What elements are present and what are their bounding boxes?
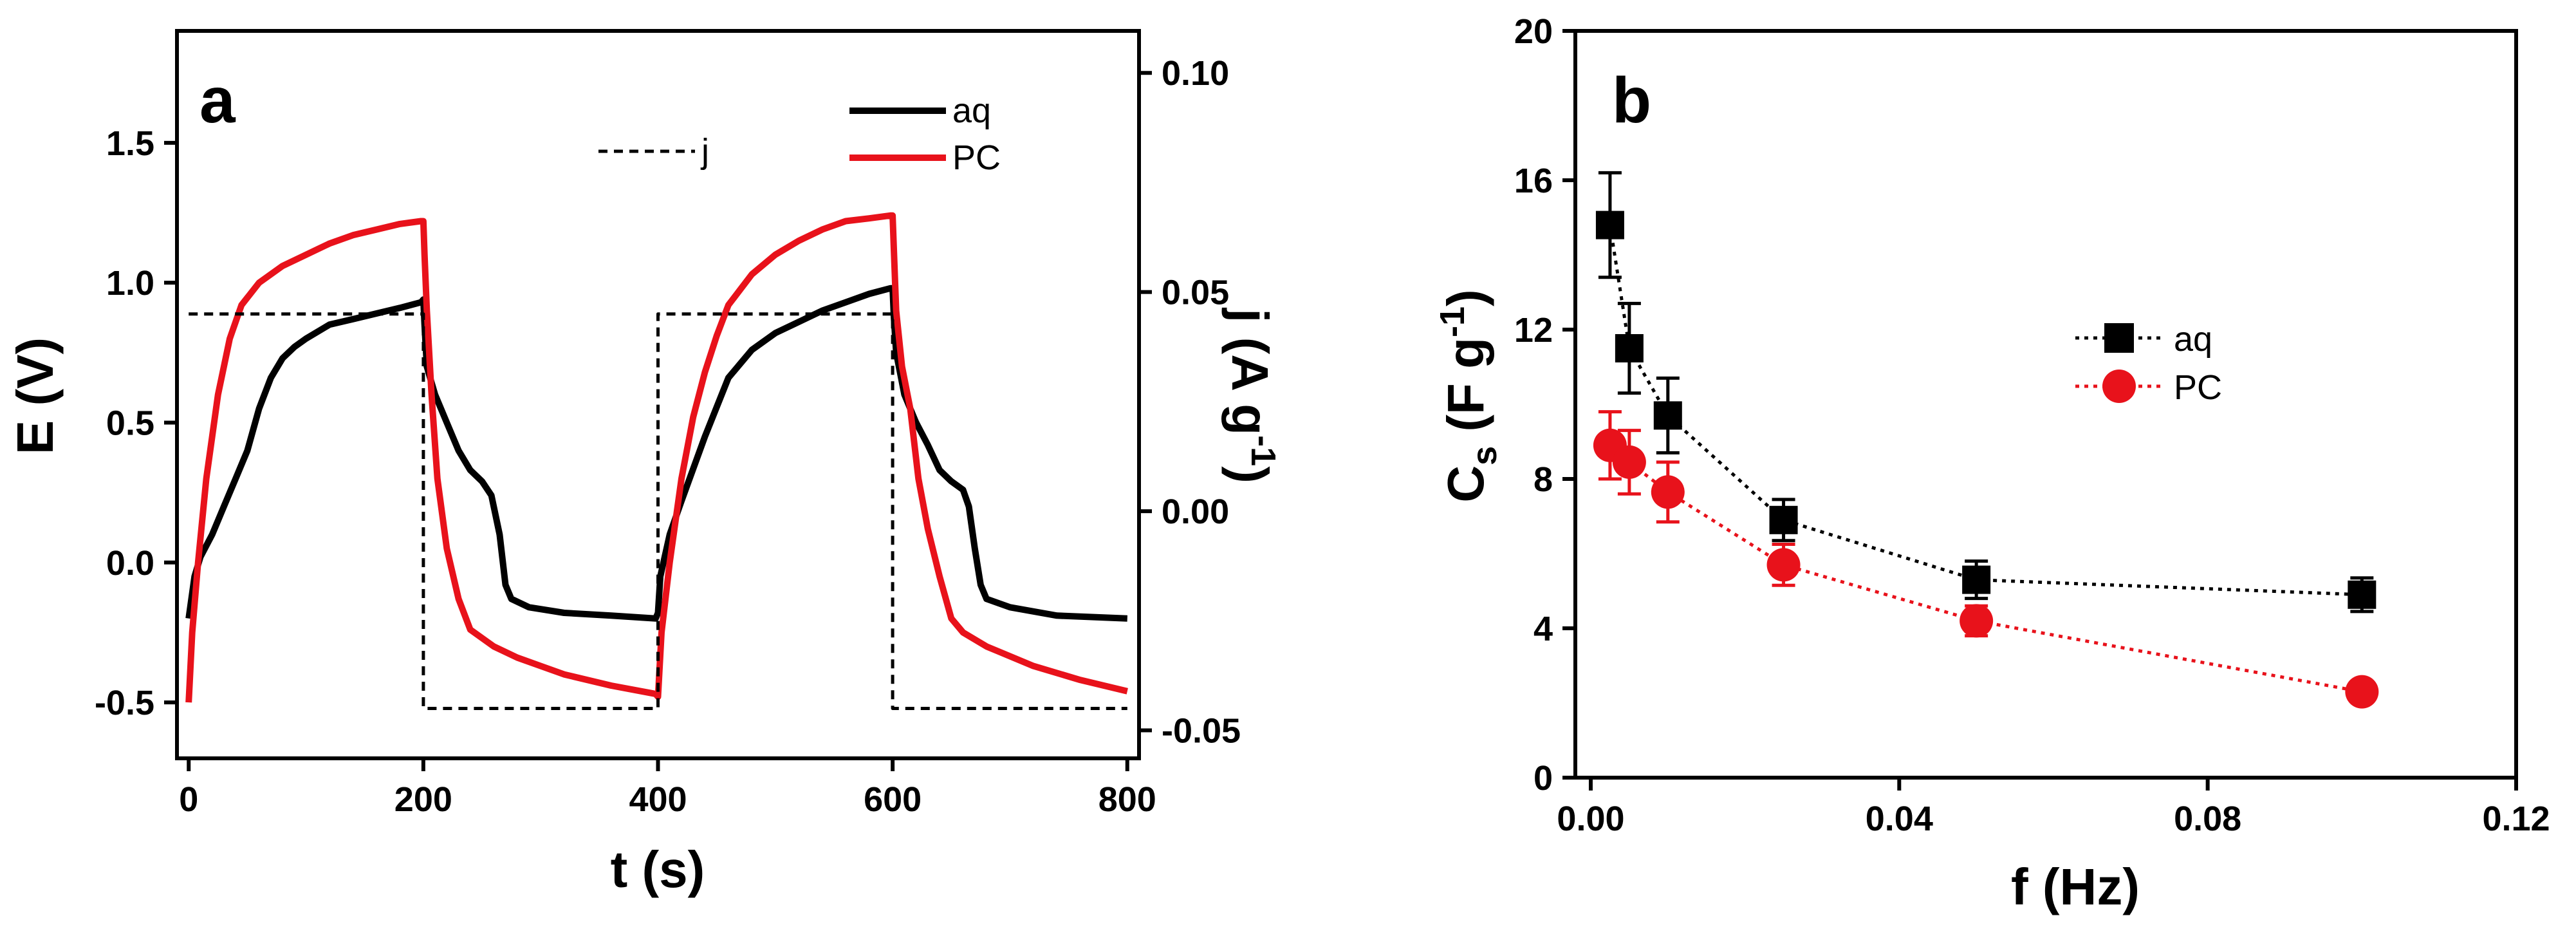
panel-a-y2-title-sup: -1 xyxy=(1244,435,1283,466)
panel-b-x-axis-title: f (Hz) xyxy=(2011,858,2140,915)
series-aq-point xyxy=(1595,211,1624,239)
panel-a-series xyxy=(185,212,1128,710)
series-aq-line xyxy=(1608,225,2362,597)
panel-b-y-axis-title: Cs (F g-1) xyxy=(1433,289,1504,502)
series-PC-point xyxy=(1960,604,1994,638)
legend-b-pc-label: PC xyxy=(2174,368,2222,407)
panel-a-y-ticks: -0.5 0.0 0.5 1.0 1.5 xyxy=(95,124,177,722)
panel-a-y2-ticks: -0.05 0.00 0.05 0.10 xyxy=(1139,54,1241,751)
series-aq-line xyxy=(185,285,1128,622)
x-tick-label: 200 xyxy=(394,780,452,819)
y-tick-label: 0.0 xyxy=(106,544,154,583)
series-PC-point xyxy=(1766,548,1801,582)
panel-b-chart: 0.00 0.04 0.08 0.12 0 4 8 12 16 20 b f (Hz) Cs (… xyxy=(1433,12,2550,915)
y-tick-label: 1.0 xyxy=(106,264,154,303)
panel-a-letter: a xyxy=(199,64,236,136)
series-aq-point xyxy=(1653,401,1682,430)
y-tick-label: 4 xyxy=(1534,610,1553,648)
y-tick-label: 20 xyxy=(1514,12,1553,51)
panel-b-y-title-close: ) xyxy=(1437,289,1494,306)
x-tick-label: 0.04 xyxy=(1866,800,1933,838)
panel-a-y2-title-close: ) xyxy=(1221,466,1279,483)
series-PC-point xyxy=(1612,445,1646,479)
x-tick-label: 0 xyxy=(179,780,198,819)
legend-aq-label: aq xyxy=(952,91,991,130)
panel-b-y-title-sub: s xyxy=(1465,446,1504,465)
panel-a-x-ticks: 0 200 400 600 800 xyxy=(179,758,1156,819)
panel-b-y-title-mid: (F g xyxy=(1437,337,1494,446)
x-tick-label: 0.00 xyxy=(1557,800,1624,838)
x-tick-label: 600 xyxy=(864,780,922,819)
panel-a-chart: 0 200 400 600 800 -0.5 0.0 0.5 1.0 1.5 -0.05 0.00… xyxy=(6,29,1283,898)
series-aq-point xyxy=(1615,334,1644,362)
panel-a-y2-axis-title: j (A g-1) xyxy=(1221,307,1283,483)
legend-b-aq-marker xyxy=(2104,323,2134,353)
legend-pc-label: PC xyxy=(952,138,1001,177)
panel-a-y-axis-title: E (V) xyxy=(6,337,64,454)
series-aq-point xyxy=(1769,505,1798,534)
series-j-line xyxy=(189,312,1127,710)
panel-b-y-ticks: 0 4 8 12 16 20 xyxy=(1514,12,1575,798)
y-tick-label: -0.5 xyxy=(95,684,154,722)
panel-b-y-title-sup: -1 xyxy=(1433,306,1472,337)
legend-b-aq-label: aq xyxy=(2174,320,2212,359)
series-PC-point xyxy=(1651,475,1685,509)
panel-a-legend: aq PC j xyxy=(598,91,1001,177)
y-tick-label: 12 xyxy=(1514,311,1553,350)
y2-tick-label: 0.00 xyxy=(1162,492,1229,531)
y2-tick-label: -0.05 xyxy=(1162,712,1241,751)
x-tick-label: 800 xyxy=(1098,780,1156,819)
panel-b-series xyxy=(1593,171,2379,709)
y2-tick-label: 0.05 xyxy=(1162,274,1229,312)
legend-b-pc-marker xyxy=(2102,370,2136,403)
panel-b-x-ticks: 0.00 0.04 0.08 0.12 xyxy=(1557,778,2550,838)
series-aq-point xyxy=(2348,580,2377,609)
series-aq-point xyxy=(1962,565,1991,594)
y-tick-label: 0 xyxy=(1534,759,1553,798)
y-tick-label: 0.5 xyxy=(106,404,154,442)
x-tick-label: 0.08 xyxy=(2174,800,2241,838)
y-tick-label: 1.5 xyxy=(106,124,154,163)
legend-j-label: j xyxy=(700,132,709,171)
series-PC-line xyxy=(185,212,1128,703)
y-tick-label: 16 xyxy=(1514,162,1553,200)
series-PC-point xyxy=(2345,675,2379,709)
panel-b-plot-frame xyxy=(1573,29,2518,780)
y-tick-label: 8 xyxy=(1534,460,1553,499)
panel-b-y-title-main: C xyxy=(1437,465,1494,503)
panel-a-x-axis-title: t (s) xyxy=(611,841,705,898)
panel-b-legend: aq PC xyxy=(2075,320,2222,407)
y2-tick-label: 0.10 xyxy=(1162,54,1229,93)
x-tick-label: 0.12 xyxy=(2482,800,2550,838)
x-tick-label: 400 xyxy=(629,780,687,819)
panel-a-y2-title-main: j (A g xyxy=(1221,307,1279,435)
panel-b-letter: b xyxy=(1612,64,1651,136)
